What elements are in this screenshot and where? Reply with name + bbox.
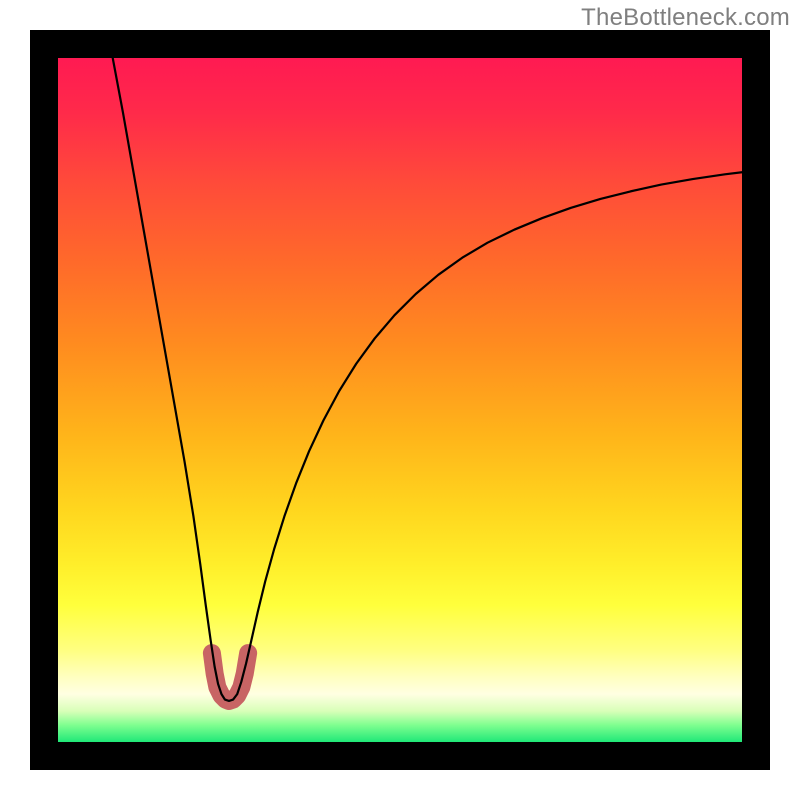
bottleneck-chart (0, 0, 800, 800)
gradient-background (58, 58, 742, 742)
watermark-text: TheBottleneck.com (581, 4, 790, 32)
chart-stage: TheBottleneck.com (0, 0, 800, 800)
